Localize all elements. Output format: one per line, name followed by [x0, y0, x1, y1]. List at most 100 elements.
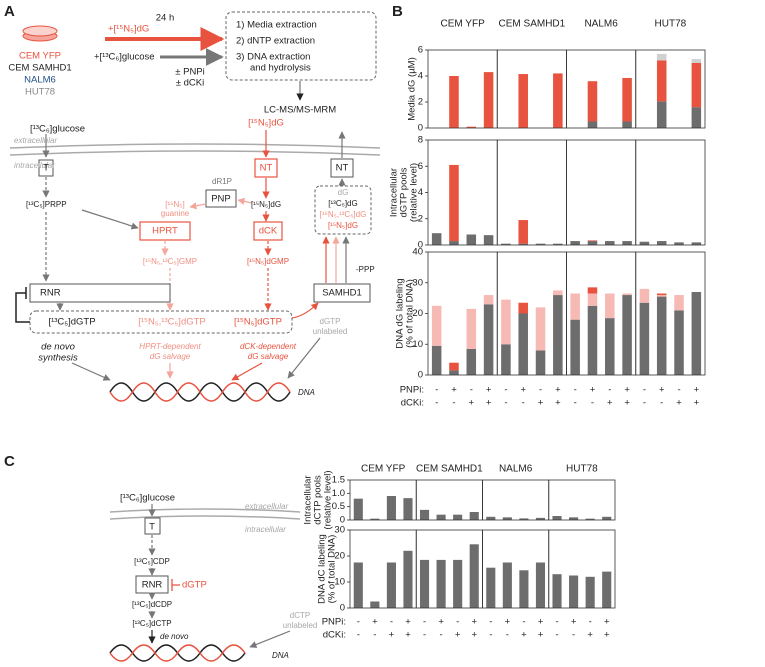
y-axis-label: (% of total DNA)	[405, 279, 416, 348]
diagram-label: unlabeled	[283, 621, 318, 630]
bar	[449, 362, 459, 371]
diagram-label: [¹³C₅]CDP	[134, 557, 170, 566]
diagram-label: 3) DNA extraction	[236, 52, 310, 63]
bar	[353, 498, 363, 520]
facet-frame	[548, 529, 616, 609]
diagram-label: [¹³C₅]dG	[328, 199, 357, 208]
y-axis-label: Media dG (µM)	[407, 57, 418, 121]
y-tick-label: 2	[418, 97, 423, 108]
bar	[691, 242, 702, 245]
condition-sign: +	[624, 385, 630, 396]
panel-label: B	[392, 3, 403, 20]
condition-sign: -	[572, 630, 575, 641]
condition-sign: +	[486, 398, 492, 409]
bar	[656, 53, 667, 61]
bar	[605, 318, 615, 375]
y-tick-label: 0.5	[332, 501, 345, 512]
bar	[569, 575, 579, 608]
y-tick-label: 0	[340, 515, 345, 526]
bar	[552, 574, 562, 608]
bar	[431, 345, 442, 375]
y-tick-label: 40	[412, 247, 423, 258]
condition-sign: -	[643, 398, 646, 409]
bar	[518, 302, 528, 314]
bar	[553, 295, 563, 375]
diagram-label: [¹⁵N₅]dG	[251, 200, 281, 209]
condition-sign: -	[357, 630, 360, 641]
condition-sign: -	[456, 617, 459, 628]
diagram-label: [¹³C₅]dCTP	[132, 619, 171, 628]
diagram-label: CEM YFP	[19, 51, 61, 62]
condition-sign: +	[607, 398, 613, 409]
bar	[403, 498, 413, 520]
condition-sign: +	[372, 617, 378, 628]
bar	[486, 516, 496, 520]
bar	[483, 72, 494, 128]
column-header: CEM YFP	[361, 464, 406, 475]
diagram-label: extracellular	[14, 136, 57, 145]
condition-sign: +	[587, 630, 593, 641]
diagram-label: intracellular	[14, 161, 55, 170]
bar	[419, 559, 430, 608]
condition-sign: -	[504, 385, 507, 396]
diagram-label: SAMHD1	[322, 288, 362, 299]
dna-helix	[109, 382, 291, 402]
condition-sign: +	[571, 617, 577, 628]
condition-name: PNPi:	[400, 385, 424, 396]
diagram-label: guanine	[161, 209, 190, 218]
bar	[585, 518, 595, 520]
bar	[535, 307, 546, 351]
condition-name: PNPi:	[322, 617, 346, 628]
bar	[553, 243, 563, 245]
panel-label: A	[4, 3, 15, 20]
bar	[639, 241, 650, 245]
bar	[622, 121, 632, 128]
condition-sign: -	[555, 617, 558, 628]
condition-sign: -	[555, 630, 558, 641]
condition-sign: +	[438, 617, 444, 628]
arrow	[189, 202, 207, 210]
diagram-label: [¹⁵N₅,¹³C₅]dGTP	[138, 317, 206, 328]
condition-sign: -	[589, 617, 592, 628]
diagram-label: de novo	[41, 342, 75, 353]
column-header: CEM SAMHD1	[499, 19, 566, 30]
diagram-label: [¹⁵N₅]	[165, 200, 184, 209]
condition-sign: -	[506, 630, 509, 641]
condition-sign: -	[591, 398, 594, 409]
inhibition	[171, 579, 180, 591]
bar	[466, 308, 477, 349]
condition-sign: +	[486, 385, 492, 396]
bar	[691, 107, 702, 128]
condition-sign: +	[590, 385, 596, 396]
bar	[535, 350, 546, 375]
bar	[587, 240, 598, 242]
transporter-box	[330, 158, 354, 178]
condition-sign: +	[555, 385, 561, 396]
facet-frame	[548, 479, 616, 521]
bar	[691, 291, 702, 375]
y-axis-label: Intracellular	[303, 475, 314, 524]
arrow	[231, 362, 263, 381]
y-tick-label: 4	[418, 71, 423, 82]
enzyme-box	[253, 221, 283, 241]
condition-sign: +	[555, 398, 561, 409]
diagram-label: [¹³C₅]dGTP	[48, 317, 95, 328]
bar	[656, 295, 667, 297]
y-tick-label: 0	[418, 123, 423, 134]
steps-box	[225, 11, 377, 81]
condition-name: dCKi:	[401, 398, 424, 409]
bar	[519, 518, 529, 520]
bar	[518, 313, 528, 375]
condition-sign: -	[660, 398, 663, 409]
condition-sign: +	[471, 617, 477, 628]
bar	[431, 233, 442, 245]
dgtp-box	[29, 310, 293, 334]
diagram-label: [¹³C₅]PRPP	[26, 200, 67, 209]
bar	[691, 63, 702, 108]
column-header: CEM YFP	[440, 19, 485, 30]
diagram-label: dCTP	[290, 611, 310, 620]
diagram-label: [¹³C₆]glucose	[30, 124, 85, 135]
diagram-label: intracellular	[245, 525, 286, 534]
bar	[587, 293, 598, 306]
diagram-label: +[¹³C₆]glucose	[94, 52, 155, 63]
